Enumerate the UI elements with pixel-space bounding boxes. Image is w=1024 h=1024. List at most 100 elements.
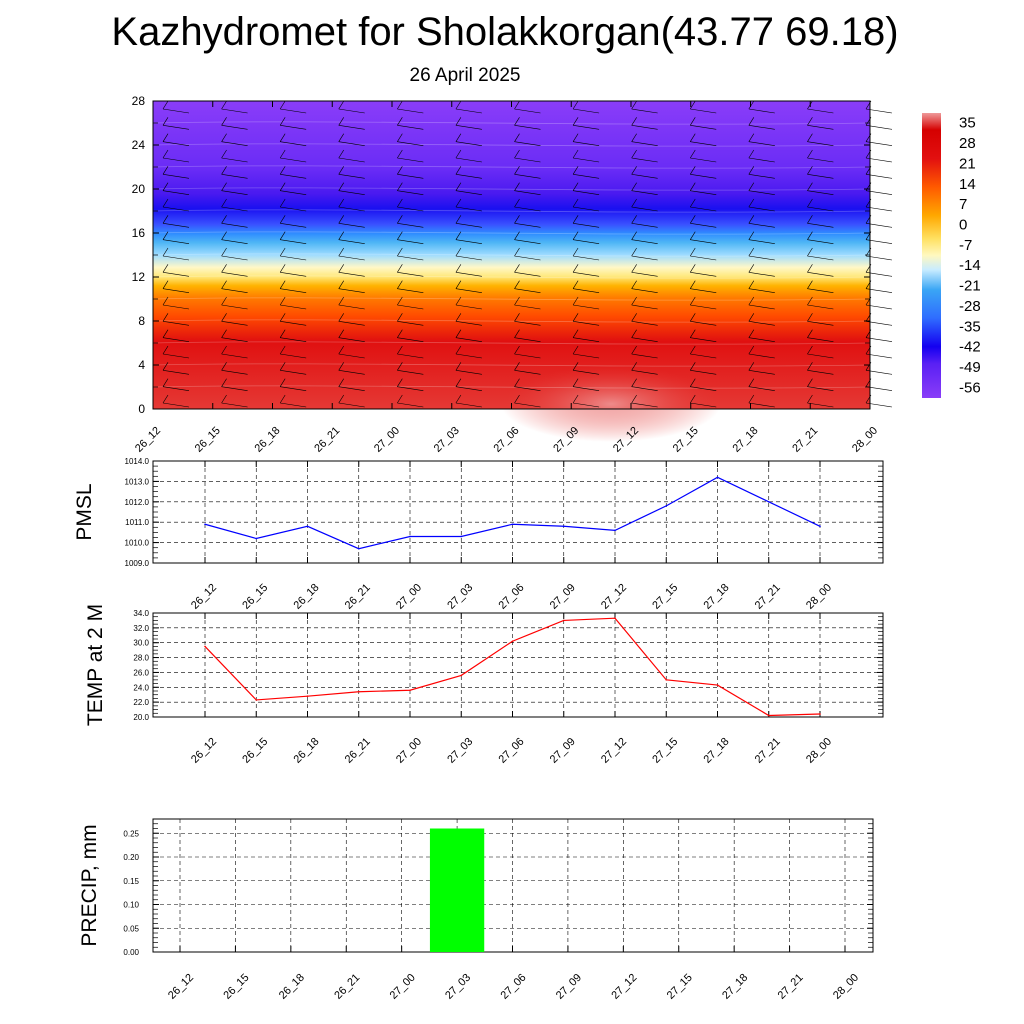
wind-barb	[162, 370, 190, 375]
wind-barb	[748, 206, 775, 212]
wind-barb-flag	[279, 362, 286, 371]
wind-barb	[748, 386, 775, 391]
x-tick-label: 26_12	[189, 582, 219, 612]
x-tick-label: 27_21	[790, 425, 820, 455]
y-tick-label: 4	[138, 358, 145, 372]
wind-barb	[162, 108, 190, 114]
wind-barb	[338, 190, 365, 195]
wind-barb	[514, 321, 541, 326]
x-tick-label: 27_21	[753, 736, 783, 766]
wind-barb-flag	[572, 362, 579, 371]
contour-line	[152, 341, 871, 345]
wind-barb-flag	[748, 345, 755, 355]
wind-barb-flag	[631, 329, 637, 338]
wind-barb	[514, 141, 541, 146]
x-tick-label: 26_21	[343, 582, 373, 612]
wind-barb-flag	[279, 133, 286, 142]
wind-barb-flag	[338, 280, 345, 289]
wind-barb	[807, 386, 834, 391]
wind-barb-flag	[514, 231, 520, 240]
wind-barb-flag	[748, 149, 755, 159]
wind-barb	[221, 272, 248, 277]
wind-barb	[397, 304, 424, 310]
wind-barb	[631, 304, 658, 310]
wind-barb	[514, 304, 541, 310]
wind-barb-flag	[221, 215, 227, 224]
wind-barb-flag	[279, 231, 286, 240]
wind-barb	[748, 108, 775, 114]
y-tick-label: 24	[132, 138, 146, 152]
wind-barb-flag	[807, 296, 813, 306]
wind-barb-flag	[221, 182, 227, 191]
wind-barb	[573, 174, 600, 179]
colorbar	[922, 113, 941, 398]
wind-barb	[280, 288, 307, 293]
x-tick-label: 26_15	[240, 736, 270, 766]
wind-barb	[748, 239, 775, 244]
wind-barb	[690, 157, 717, 163]
wind-barb-flag	[631, 394, 637, 404]
wind-barb	[631, 255, 658, 261]
wind-barb	[338, 141, 365, 146]
wind-barb	[455, 141, 482, 146]
wind-barb	[221, 402, 248, 408]
colorbar-label: -35	[959, 318, 981, 335]
wind-barb-flag	[514, 394, 520, 404]
x-tick-label: 26_21	[312, 425, 342, 455]
wind-barb	[807, 321, 834, 326]
wind-barb-flag	[455, 198, 462, 208]
wind-barb	[573, 337, 600, 342]
wind-barb	[162, 125, 190, 130]
wind-barb	[221, 337, 248, 342]
wind-barb-flag	[807, 149, 813, 159]
wind-barb	[338, 223, 365, 228]
wind-barb	[514, 125, 541, 130]
precipitation-chart: 0.00 0.05 0.10 0.15 0.20 0.25 26_12 26_15 26_18 2…	[78, 818, 874, 1002]
wind-barb	[221, 125, 248, 130]
wind-barb	[807, 206, 834, 212]
wind-barb-flag	[631, 166, 637, 175]
wind-barb-flag	[397, 345, 403, 355]
wind-barb-flag	[631, 100, 637, 110]
wind-barb-flag	[514, 247, 520, 257]
y-tick-label: 0.05	[123, 924, 139, 933]
wind-barb-flag	[221, 166, 227, 175]
wind-barb-flag	[455, 166, 462, 175]
wind-barb-flag	[455, 247, 462, 257]
x-tick-label: 28_00	[831, 972, 861, 1002]
wind-barb-flag	[279, 166, 286, 175]
wind-barb	[807, 337, 834, 342]
wind-barb-flag	[748, 100, 755, 110]
wind-barb-flag	[279, 296, 286, 306]
wind-barb-flag	[221, 264, 227, 273]
wind-barb	[455, 386, 482, 391]
wind-barb	[690, 288, 717, 293]
y-tick-label: 12	[132, 270, 146, 284]
wind-barb	[690, 190, 717, 195]
wind-barb-flag	[338, 394, 345, 404]
colorbar-label: -14	[959, 257, 981, 274]
wind-barb-flag	[455, 117, 462, 126]
wind-barb-flag	[162, 329, 169, 338]
data-point	[357, 547, 360, 550]
y-tick-label: 20	[132, 182, 146, 196]
wind-barb-flag	[572, 198, 579, 208]
wind-barb	[514, 223, 541, 228]
wind-barb-flag	[397, 133, 403, 142]
wind-barb	[221, 370, 248, 375]
wind-barb	[162, 337, 190, 342]
colorbar-label: 14	[959, 176, 976, 193]
wind-barb-flag	[631, 215, 637, 224]
wind-barb-flag	[514, 215, 520, 224]
x-tick-label: 27_15	[650, 736, 680, 766]
wind-barb	[631, 337, 658, 342]
wind-barb	[397, 190, 424, 195]
wind-barb	[573, 157, 600, 163]
x-tick-label: 26_12	[166, 972, 196, 1002]
wind-barb	[573, 288, 600, 293]
wind-barb	[455, 206, 482, 212]
wind-barb	[631, 402, 658, 408]
wind-barb	[631, 386, 658, 391]
wind-barb	[690, 370, 717, 375]
wind-barb-flag	[631, 133, 637, 142]
